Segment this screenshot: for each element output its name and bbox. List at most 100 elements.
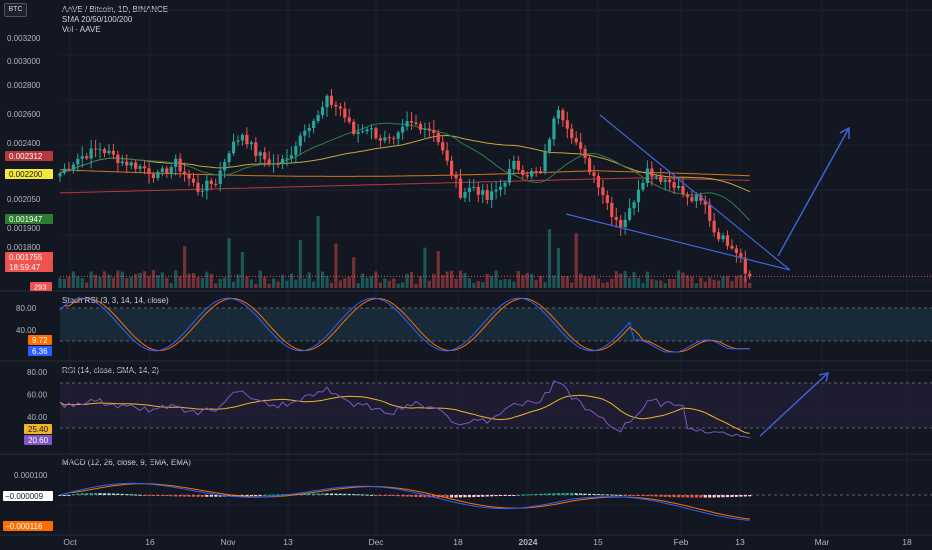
- volume-bar: [516, 271, 520, 288]
- volume-bar: [409, 272, 414, 288]
- volume-bar: [414, 283, 418, 288]
- volume-bar: [583, 276, 587, 288]
- macd-current-label: −0.000009: [5, 492, 44, 501]
- candle-body: [730, 245, 734, 249]
- macd-histogram-bar: [249, 495, 253, 496]
- candle-body: [703, 200, 707, 205]
- candle-body: [454, 175, 458, 179]
- candle-body: [748, 273, 752, 277]
- candle-body: [450, 160, 454, 176]
- time-axis-tick: 18: [453, 537, 463, 547]
- macd-histogram-bar: [151, 495, 156, 496]
- candle-body: [67, 168, 71, 170]
- candle-body: [352, 121, 356, 134]
- volume-bar: [476, 281, 480, 288]
- volume-bar: [227, 238, 231, 288]
- candle-body: [320, 107, 325, 116]
- volume-bar: [561, 276, 565, 288]
- macd-histogram-bar: [734, 495, 738, 497]
- volume-bar: [374, 271, 378, 288]
- candle-body: [432, 129, 436, 133]
- volume-bar: [547, 229, 552, 288]
- sma-legend: SMA 20/50/100/200: [62, 15, 133, 24]
- macd-histogram-bar: [512, 495, 516, 496]
- candle-body: [263, 152, 267, 160]
- candle-body: [329, 95, 334, 105]
- macd-histogram-bar: [218, 495, 222, 497]
- macd-histogram-bar: [178, 495, 182, 497]
- macd-histogram-bar: [120, 493, 124, 495]
- candle-body: [316, 115, 320, 122]
- volume-bar: [725, 276, 730, 288]
- candle-body: [441, 142, 445, 151]
- macd-histogram-bar: [329, 493, 334, 495]
- macd-histogram-bar: [730, 495, 734, 497]
- volume-bar: [160, 272, 164, 288]
- macd-histogram-bar: [490, 495, 494, 497]
- volume-bar: [445, 271, 449, 288]
- breakout-arrow-rsi: [759, 372, 829, 437]
- macd-histogram-bar: [138, 494, 142, 496]
- candle-body: [378, 138, 382, 141]
- time-axis-tick: Nov: [220, 537, 236, 547]
- macd-histogram-bar: [147, 495, 151, 496]
- candle-body: [205, 180, 209, 191]
- macd-histogram-bar: [668, 495, 672, 498]
- volume-bar: [472, 282, 476, 288]
- macd-histogram-bar: [445, 495, 449, 498]
- rsi-axis-tick: 80.00: [27, 368, 48, 377]
- volume-bar: [659, 280, 663, 288]
- candle-body: [685, 194, 690, 198]
- macd-histogram-bar: [276, 494, 280, 496]
- macd-histogram-bar: [125, 494, 129, 496]
- volume-bar: [512, 281, 516, 288]
- macd-histogram-bar: [76, 493, 80, 495]
- volume-bar: [240, 251, 245, 288]
- symbol-badge[interactable]: BTC: [4, 3, 27, 17]
- macd-histogram-bar: [214, 495, 218, 497]
- macd-histogram-bar: [676, 495, 681, 498]
- volume-bar: [552, 275, 556, 288]
- candle-body: [552, 118, 556, 140]
- candle-body: [165, 168, 169, 174]
- candle-body: [343, 108, 347, 118]
- breakout-arrow-price: [777, 126, 850, 257]
- candle-body: [365, 129, 369, 132]
- time-axis-tick: 13: [283, 537, 293, 547]
- candle-body: [76, 158, 80, 165]
- sma-200-line: [59, 177, 750, 194]
- candle-body: [632, 202, 636, 209]
- candle-body: [347, 117, 351, 122]
- candle-body: [521, 169, 525, 176]
- macd-histogram-bar: [672, 495, 676, 498]
- candle-body: [690, 197, 694, 202]
- volume-bar: [632, 271, 636, 288]
- volume-bar: [650, 279, 654, 288]
- price-label: 0.002200: [9, 170, 43, 179]
- macd-histogram-bar: [71, 494, 75, 496]
- volume-bar: [427, 280, 431, 288]
- rsi-ma-label: 25.40: [28, 425, 49, 434]
- macd-histogram-bar: [530, 494, 534, 496]
- volume-bar: [285, 280, 289, 288]
- candle-body: [218, 170, 222, 184]
- macd-histogram-bar: [187, 495, 191, 497]
- macd-histogram-bar: [743, 495, 747, 497]
- price-label-box: [5, 151, 53, 161]
- macd-signal-label: −0.000116: [5, 522, 43, 531]
- volume-bar: [365, 277, 369, 288]
- volume-bar: [191, 273, 196, 288]
- candle-body: [405, 121, 409, 127]
- volume-bar: [396, 283, 400, 288]
- candle-body: [592, 172, 596, 176]
- stoch-band: [60, 308, 932, 341]
- volume-bar: [325, 276, 329, 288]
- macd-histogram-bar: [254, 495, 258, 496]
- candle-body: [107, 150, 111, 154]
- macd-histogram-bar: [320, 493, 325, 495]
- volume-bar: [169, 282, 173, 288]
- volume-bar: [592, 275, 596, 288]
- stoch-d-line: [59, 297, 750, 353]
- macd-histogram-bar: [498, 495, 503, 496]
